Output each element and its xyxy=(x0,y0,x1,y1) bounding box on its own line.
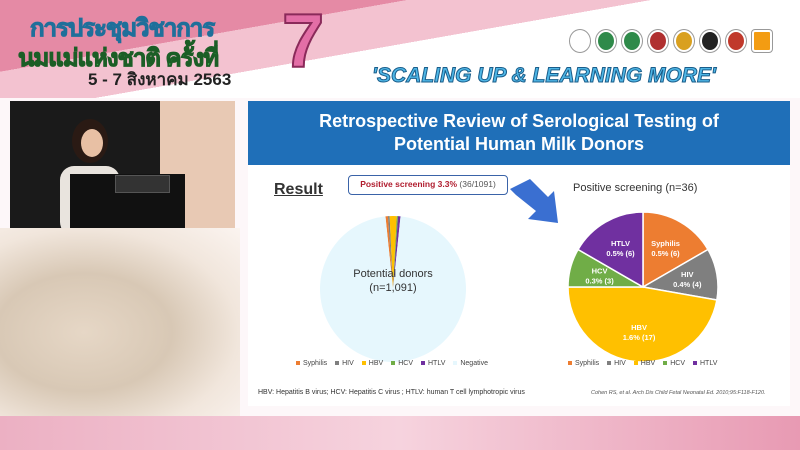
legend-swatch xyxy=(663,361,668,366)
legend-item-syphilis: Syphilis xyxy=(296,360,327,367)
chart2-title: Positive screening (n=36) xyxy=(573,182,698,194)
pie-data-label: 1.6% (17) xyxy=(623,333,656,342)
legend-item-hbv: HBV xyxy=(361,360,383,367)
pie-data-label: Syphilis xyxy=(651,239,680,248)
conference-slogan: 'SCALING UP & LEARNING MORE' xyxy=(371,64,717,88)
pie-slice-htlv xyxy=(393,216,401,289)
pie-data-label: HCV xyxy=(592,266,608,275)
center-label-line1: Potential donors xyxy=(353,268,433,280)
legend-swatch xyxy=(420,361,425,366)
pie-data-label: 0.5% (6) xyxy=(651,249,680,258)
legend-item-hiv: HIV xyxy=(335,360,354,367)
slide-title: Retrospective Review of Serological Test… xyxy=(248,101,790,165)
logo-icon xyxy=(752,30,772,52)
logo-icon xyxy=(596,30,616,52)
legend-item-htlv: HTLV xyxy=(692,360,717,367)
laptop xyxy=(115,175,170,193)
legend-swatch xyxy=(391,361,396,366)
logo-icon xyxy=(726,30,746,52)
pie-slice-hiv xyxy=(387,216,393,289)
logo-icon xyxy=(648,30,668,52)
legend-item-negative: Negative xyxy=(453,360,488,367)
pie-slice-hbv xyxy=(389,216,397,289)
pie-data-label: HIV xyxy=(681,270,694,279)
result-heading: Result xyxy=(274,181,323,198)
pie-slice-hcv xyxy=(393,216,399,289)
pie-data-label: HBV xyxy=(631,323,647,332)
legend-item-hcv: HCV xyxy=(391,360,413,367)
conference-title-line2: นมแม่แห่งชาติ ครั้งที่ xyxy=(17,45,219,73)
slide-title-line2: Potential Human Milk Donors xyxy=(393,134,645,154)
legend-item-htlv: HTLV xyxy=(420,360,445,367)
banner-background xyxy=(0,0,800,98)
pie-data-label: 0.5% (6) xyxy=(606,249,635,258)
legend-swatch xyxy=(453,361,458,366)
legend-swatch xyxy=(607,361,612,366)
pie-slice-syphilis xyxy=(385,216,393,289)
pie-data-label: HTLV xyxy=(611,239,630,248)
legend-swatch xyxy=(633,361,638,366)
pie-data-label: 0.4% (4) xyxy=(673,280,702,289)
abbreviations-footnote: HBV: Hepatitis B virus; HCV: Hepatitis C… xyxy=(258,389,525,396)
logo-icon xyxy=(622,30,642,52)
citation: Cohen RS, et al. Arch Dis Child Fetal Ne… xyxy=(591,390,766,396)
pie-slice-syphilis xyxy=(642,211,709,289)
legend-item-syphilis: Syphilis xyxy=(568,360,599,367)
background-child-photo xyxy=(0,228,240,418)
chart1-legend: Syphilis HIV HBV HCV HTLV Negative xyxy=(296,360,488,367)
sponsor-logos xyxy=(570,30,772,52)
legend-item-hiv: HIV xyxy=(607,360,626,367)
conference-title-line1: การประชุมวิชาการ xyxy=(29,15,215,43)
chart1-center-label: Potential donors (n=1,091) xyxy=(343,267,443,295)
logo-icon xyxy=(700,30,720,52)
conference-banner: การประชุมวิชาการ นมแม่แห่งชาติ ครั้งที่ … xyxy=(0,0,800,98)
pie-slice-negative xyxy=(320,216,466,362)
footer-band xyxy=(0,416,800,450)
logo-icon xyxy=(674,30,694,52)
legend-swatch xyxy=(568,361,572,366)
callout-count: (36/1091) xyxy=(457,179,496,189)
pie-slice-htlv xyxy=(577,211,644,289)
legend-swatch xyxy=(335,361,340,366)
conference-number: 7 xyxy=(281,0,325,84)
logo-icon xyxy=(570,30,590,52)
callout-bold: Positive screening 3.3% xyxy=(360,179,458,189)
chart2-legend: Syphilis HIV HBV HCV HTLV xyxy=(568,360,717,367)
center-label-line2: (n=1,091) xyxy=(369,282,417,294)
legend-swatch xyxy=(692,361,697,366)
positive-screening-callout: Positive screening 3.3% (36/1091) xyxy=(348,175,508,195)
slide-title-line1: Retrospective Review of Serological Test… xyxy=(319,111,719,131)
legend-swatch xyxy=(361,361,366,366)
pie-data-label: 0.3% (3) xyxy=(585,276,614,285)
legend-item-hcv: HCV xyxy=(663,360,685,367)
speaker-video xyxy=(10,101,235,228)
legend-swatch xyxy=(296,361,300,366)
presentation-slide: Retrospective Review of Serological Test… xyxy=(248,101,790,406)
conference-dates: 5 - 7 สิงหาคม 2563 xyxy=(88,70,232,89)
legend-item-hbv: HBV xyxy=(633,360,655,367)
arrow-icon xyxy=(510,179,558,223)
